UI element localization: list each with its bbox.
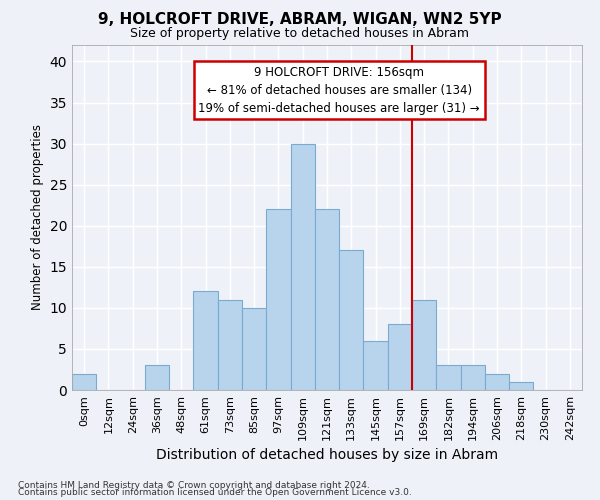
Bar bbox=[339, 250, 364, 390]
Bar bbox=[290, 144, 315, 390]
Bar bbox=[412, 300, 436, 390]
Bar bbox=[242, 308, 266, 390]
Bar bbox=[193, 292, 218, 390]
Text: 9 HOLCROFT DRIVE: 156sqm
← 81% of detached houses are smaller (134)
19% of semi-: 9 HOLCROFT DRIVE: 156sqm ← 81% of detach… bbox=[199, 66, 480, 114]
Text: Size of property relative to detached houses in Abram: Size of property relative to detached ho… bbox=[131, 28, 470, 40]
Bar bbox=[72, 374, 96, 390]
Bar bbox=[315, 210, 339, 390]
Text: Contains HM Land Registry data © Crown copyright and database right 2024.: Contains HM Land Registry data © Crown c… bbox=[18, 480, 370, 490]
Bar bbox=[266, 210, 290, 390]
Bar bbox=[436, 366, 461, 390]
Text: 9, HOLCROFT DRIVE, ABRAM, WIGAN, WN2 5YP: 9, HOLCROFT DRIVE, ABRAM, WIGAN, WN2 5YP bbox=[98, 12, 502, 28]
Bar bbox=[485, 374, 509, 390]
Bar bbox=[461, 366, 485, 390]
Bar bbox=[509, 382, 533, 390]
Y-axis label: Number of detached properties: Number of detached properties bbox=[31, 124, 44, 310]
Bar bbox=[364, 340, 388, 390]
Bar bbox=[218, 300, 242, 390]
Bar bbox=[145, 366, 169, 390]
Bar bbox=[388, 324, 412, 390]
Text: Contains public sector information licensed under the Open Government Licence v3: Contains public sector information licen… bbox=[18, 488, 412, 497]
X-axis label: Distribution of detached houses by size in Abram: Distribution of detached houses by size … bbox=[156, 448, 498, 462]
